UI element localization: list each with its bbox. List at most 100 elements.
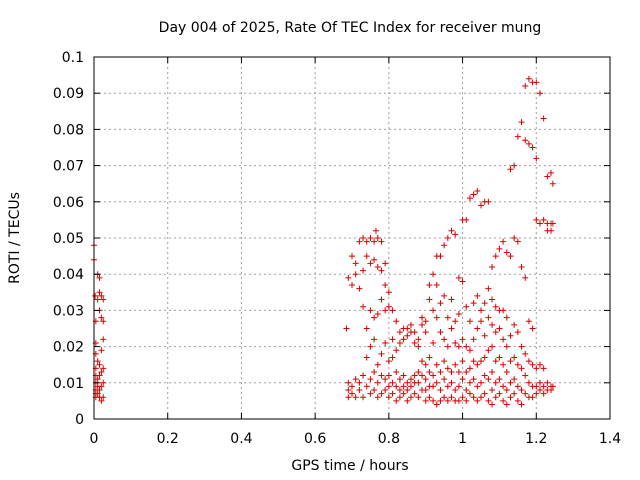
data-point <box>522 372 529 379</box>
data-point <box>385 372 392 379</box>
data-point <box>455 274 462 281</box>
data-point <box>522 350 529 357</box>
data-point <box>525 140 532 147</box>
x-axis-label: GPS time / hours <box>291 458 408 474</box>
data-point <box>396 387 403 394</box>
x-tick-label: 1 <box>458 431 467 447</box>
data-point <box>100 379 107 386</box>
data-point <box>478 358 484 365</box>
data-point <box>404 387 411 394</box>
data-point <box>100 365 107 372</box>
data-point <box>496 390 503 397</box>
data-point <box>389 354 396 361</box>
data-point <box>371 336 378 343</box>
data-point <box>474 397 481 404</box>
data-point <box>533 383 540 390</box>
data-point <box>374 311 381 318</box>
data-point <box>500 307 507 314</box>
data-point <box>463 397 470 404</box>
data-point <box>360 235 367 241</box>
data-point <box>444 343 451 350</box>
data-point <box>94 358 101 365</box>
data-point <box>507 394 514 401</box>
data-point <box>536 379 543 386</box>
data-point <box>411 339 418 346</box>
data-point <box>92 292 99 299</box>
data-point <box>437 300 444 307</box>
data-point <box>463 368 470 375</box>
data-point <box>360 303 367 310</box>
data-point <box>378 267 385 274</box>
data-point <box>343 325 350 332</box>
data-point <box>96 372 103 379</box>
y-tick-label: 0 <box>75 412 84 428</box>
data-point <box>455 397 462 404</box>
data-point <box>500 397 507 404</box>
data-point <box>426 368 433 375</box>
data-point <box>419 321 426 328</box>
data-point <box>367 307 374 314</box>
data-point <box>382 387 389 394</box>
data-point <box>522 137 529 144</box>
data-point <box>400 383 407 390</box>
data-point <box>533 216 540 223</box>
data-point <box>393 397 400 404</box>
data-point <box>496 325 503 332</box>
grid-lines <box>94 57 610 419</box>
data-point <box>548 169 555 176</box>
data-point <box>422 318 429 325</box>
data-point <box>352 271 359 278</box>
x-tick-label: 1.2 <box>525 431 547 447</box>
data-point <box>533 155 540 162</box>
data-point <box>407 321 414 328</box>
data-point <box>481 300 488 307</box>
data-point <box>407 394 414 401</box>
data-point <box>518 387 525 394</box>
data-point <box>422 397 429 404</box>
data-point <box>374 379 381 386</box>
data-point <box>536 387 543 394</box>
data-point <box>463 387 470 394</box>
data-point <box>441 242 448 249</box>
data-point <box>511 321 518 328</box>
data-point <box>393 347 400 354</box>
data-point <box>367 343 374 350</box>
data-point <box>466 390 473 397</box>
y-tick-label: 0.07 <box>53 159 84 175</box>
data-point <box>549 220 556 227</box>
data-point <box>500 336 507 343</box>
y-tick-label: 0.02 <box>53 340 84 356</box>
data-point <box>514 329 521 336</box>
data-point <box>433 282 440 289</box>
data-point <box>514 397 521 404</box>
data-point <box>540 390 547 397</box>
data-point <box>393 318 400 325</box>
data-point <box>448 394 455 401</box>
data-point <box>548 227 555 234</box>
y-tick-label: 0.01 <box>53 376 84 392</box>
data-point <box>455 383 462 390</box>
data-point <box>448 325 455 332</box>
data-point <box>507 379 514 386</box>
data-point <box>485 347 492 354</box>
data-point <box>452 231 459 238</box>
data-point <box>492 303 499 310</box>
data-point <box>96 387 103 394</box>
data-point <box>511 235 518 241</box>
data-point <box>371 314 378 321</box>
data-point <box>404 325 411 332</box>
data-point <box>444 365 451 372</box>
data-point <box>518 401 525 408</box>
data-point <box>385 358 392 365</box>
data-point <box>466 379 473 386</box>
data-point <box>492 379 499 386</box>
data-point <box>98 292 105 299</box>
data-point <box>540 115 547 122</box>
data-point <box>363 253 370 260</box>
data-point <box>470 300 477 307</box>
data-point <box>433 379 440 386</box>
data-point <box>448 368 455 375</box>
data-point <box>385 289 392 296</box>
data-point <box>415 368 422 375</box>
data-point <box>507 358 514 365</box>
